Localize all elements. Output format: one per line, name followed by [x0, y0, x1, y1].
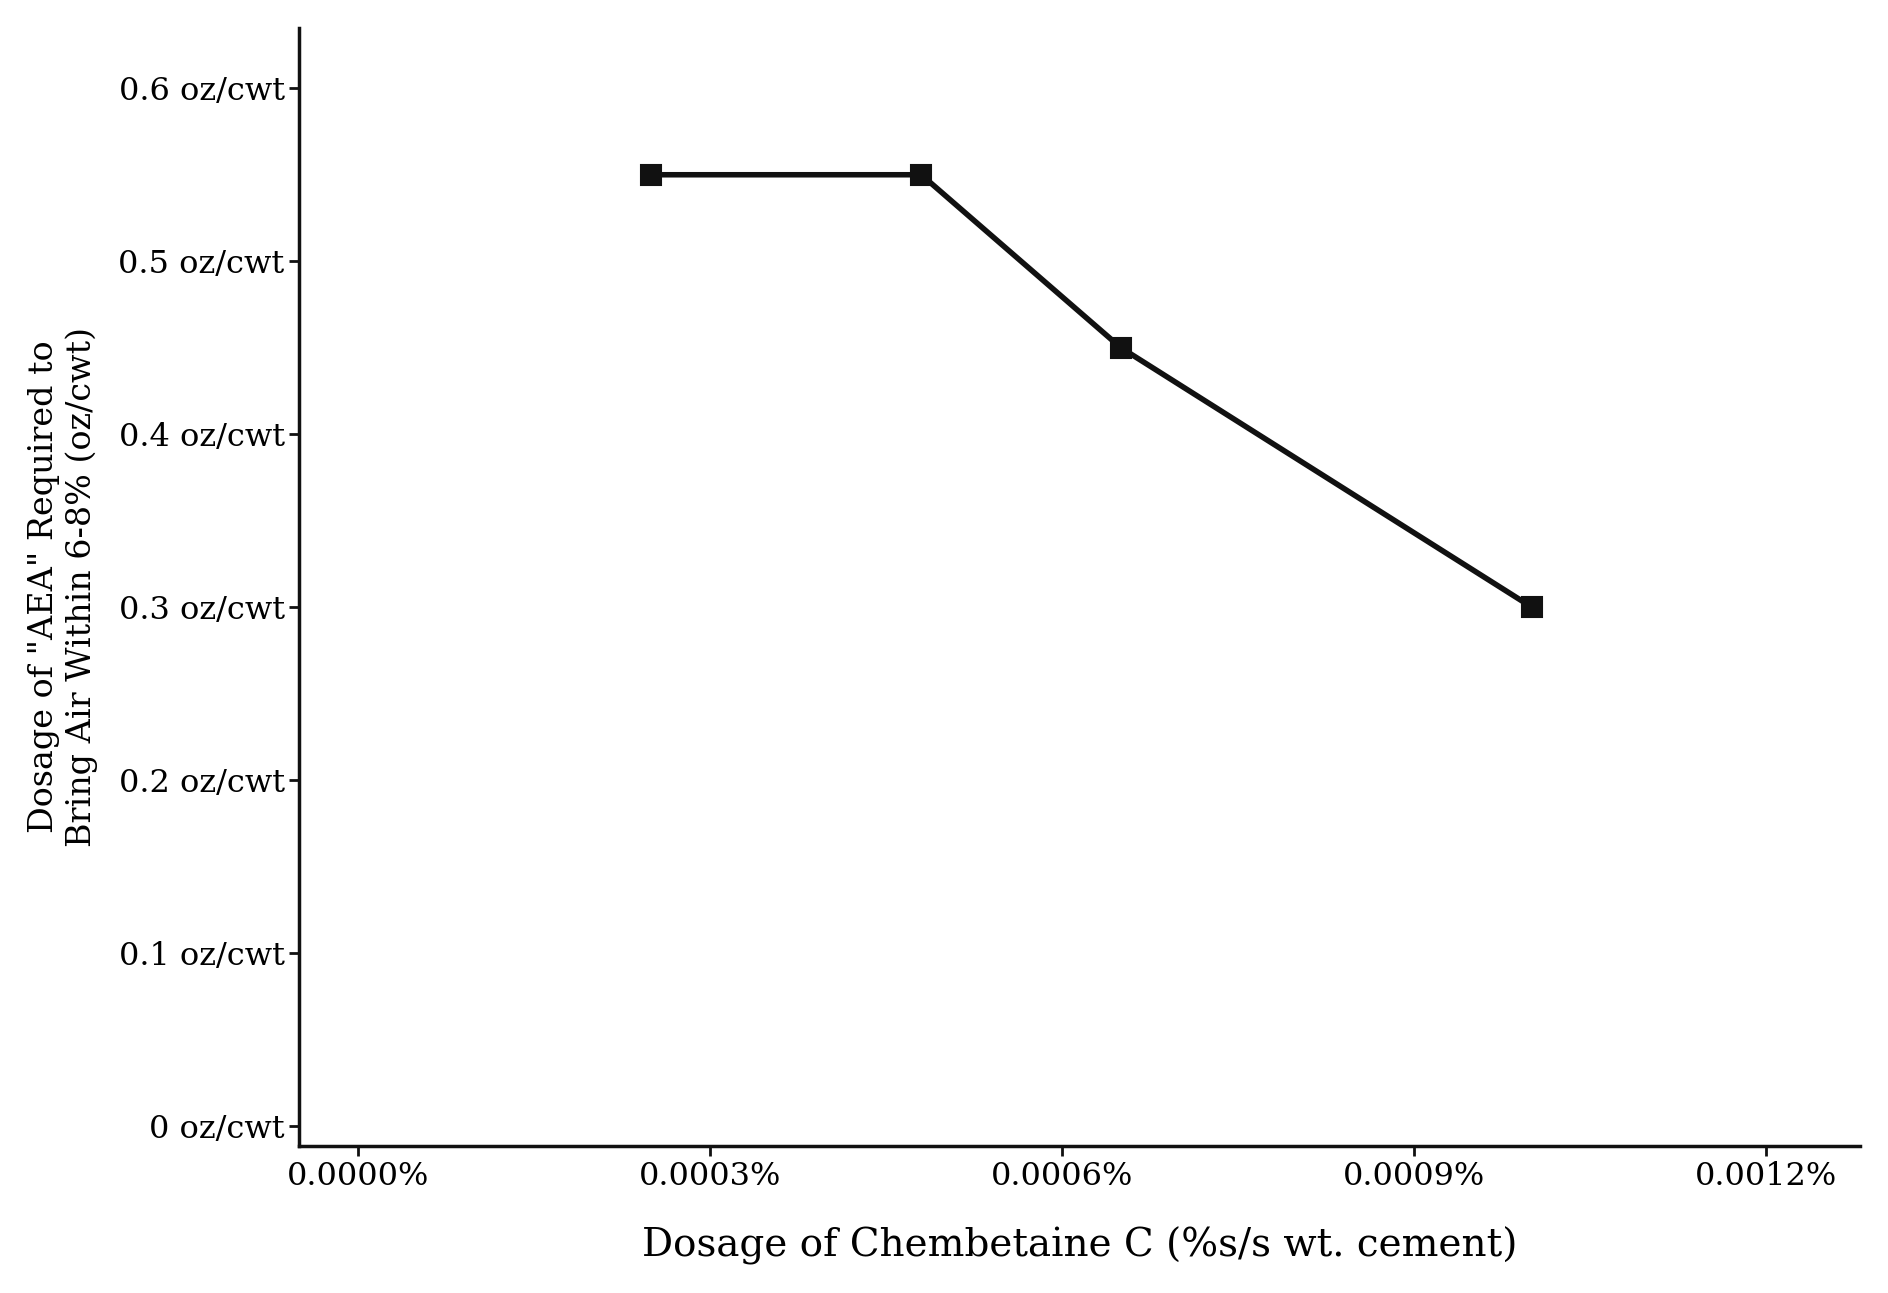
X-axis label: Dosage of Chembetaine C (%s/s wt. cement): Dosage of Chembetaine C (%s/s wt. cement…	[642, 1227, 1518, 1266]
Y-axis label: Dosage of "AEA" Required to
Bring Air Within 6-8% (oz/cwt): Dosage of "AEA" Required to Bring Air Wi…	[28, 327, 98, 847]
